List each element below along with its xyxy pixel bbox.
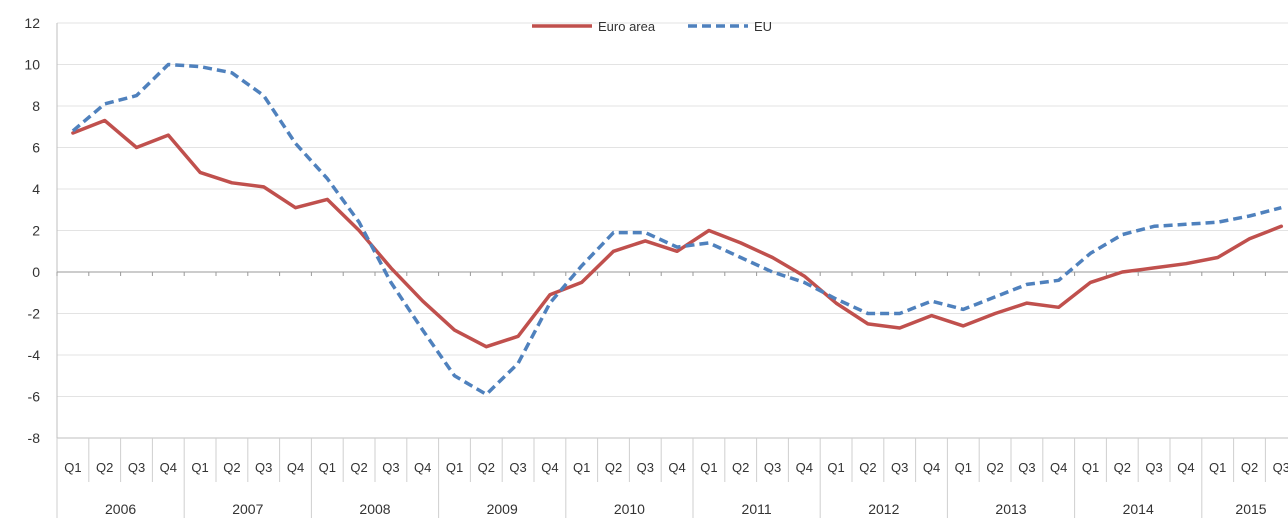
x-tick-label: Q4 (668, 460, 685, 475)
x-tick-label: Q2 (1241, 460, 1258, 475)
x-tick-label: Q2 (859, 460, 876, 475)
x-tick-label: Q4 (541, 460, 558, 475)
x-tick-label: Q2 (96, 460, 113, 475)
x-tick-label: Q3 (255, 460, 272, 475)
y-tick-label: -6 (28, 389, 41, 405)
year-label: 2007 (232, 501, 263, 517)
x-tick-label: Q4 (287, 460, 304, 475)
x-tick-label: Q3 (509, 460, 526, 475)
year-label: 2011 (742, 501, 772, 517)
x-tick-label: Q1 (573, 460, 590, 475)
year-label: 2010 (614, 501, 645, 517)
x-tick-label: Q2 (478, 460, 495, 475)
legend-label: EU (754, 19, 772, 34)
gridlines (57, 22, 1288, 439)
x-tick-label: Q1 (1082, 460, 1099, 475)
x-tick-label: Q3 (128, 460, 145, 475)
y-tick-label: 0 (32, 264, 40, 280)
x-tick-label: Q4 (796, 460, 813, 475)
y-tick-label: 10 (24, 57, 40, 73)
x-tick-label: Q3 (1145, 460, 1162, 475)
x-tick-label: Q4 (414, 460, 431, 475)
x-tick-label: Q2 (986, 460, 1003, 475)
year-label: 2009 (487, 501, 518, 517)
x-tick-label: Q3 (764, 460, 781, 475)
y-tick-label: -8 (28, 430, 41, 446)
y-tick-label: 12 (24, 15, 40, 31)
series-line-eu (71, 62, 1282, 397)
y-tick-label: 4 (32, 181, 40, 197)
year-label: 2012 (868, 501, 899, 517)
x-tick-label: Q1 (191, 460, 208, 475)
x-tick-label: Q3 (1018, 460, 1035, 475)
year-label: 2006 (105, 501, 136, 517)
x-tick-label: Q4 (923, 460, 940, 475)
year-label: 2013 (995, 501, 1026, 517)
year-label: 2014 (1123, 501, 1154, 517)
y-tick-label: 6 (32, 140, 40, 156)
x-tick-label: Q2 (223, 460, 240, 475)
series-lines (71, 62, 1284, 397)
x-tick-label: Q4 (1177, 460, 1194, 475)
x-tick-label: Q1 (64, 460, 81, 475)
legend-label: Euro area (598, 19, 656, 34)
year-label: 2008 (359, 501, 390, 517)
x-axis: Q1 Q2 Q3 Q4 2006 Q1 Q2 Q3 Q4 2007 Q1 Q2 Q3 Q4 2008 Q1 Q2… (56, 271, 1288, 518)
x-tick-label: Q2 (350, 460, 367, 475)
x-tick-label: Q1 (827, 460, 844, 475)
x-tick-label: Q2 (732, 460, 749, 475)
x-tick-label: Q2 (1114, 460, 1131, 475)
x-tick-label: Q3 (891, 460, 908, 475)
x-tick-label: Q2 (605, 460, 622, 475)
x-tick-label: Q1 (319, 460, 336, 475)
x-tick-label: Q1 (955, 460, 972, 475)
year-label: 2015 (1235, 501, 1266, 517)
y-tick-label: -2 (28, 306, 41, 322)
y-tick-label: 8 (32, 98, 40, 114)
y-tick-label: -4 (28, 347, 41, 363)
x-tick-label: Q3 (1273, 460, 1288, 475)
x-tick-label: Q3 (382, 460, 399, 475)
x-tick-label: Q4 (1050, 460, 1067, 475)
y-axis: -8 -6 -4 -2 0 2 4 6 8 10 12 (24, 15, 58, 446)
x-tick-label: Q3 (637, 460, 654, 475)
x-tick-label: Q1 (446, 460, 463, 475)
x-tick-label: Q1 (700, 460, 717, 475)
y-tick-label: 2 (32, 223, 40, 239)
x-tick-label: Q4 (160, 460, 177, 475)
legend: Euro area EU (532, 19, 772, 34)
series-line-euro-area (71, 118, 1284, 349)
x-tick-label: Q1 (1209, 460, 1226, 475)
